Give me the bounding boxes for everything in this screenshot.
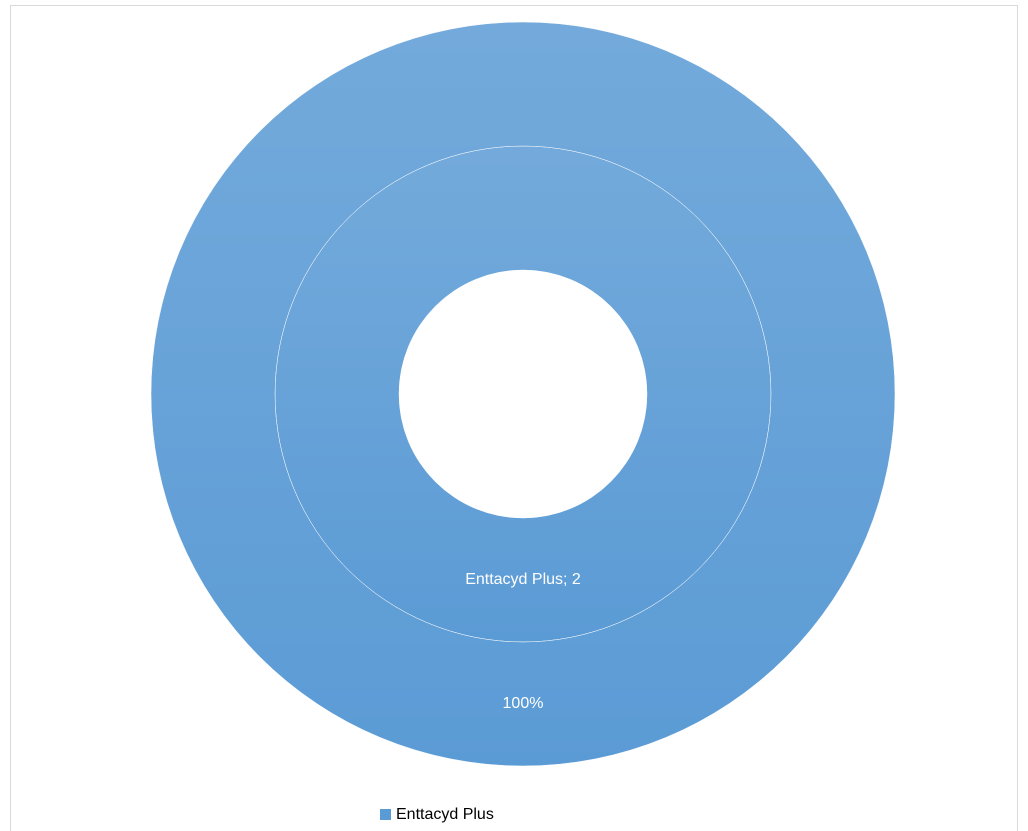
data-label: Enttacyd Plus; 2: [465, 571, 581, 588]
data-label: 100%: [503, 695, 544, 712]
legend-label: Enttacyd Plus: [396, 806, 494, 823]
legend-swatch: [380, 809, 391, 820]
